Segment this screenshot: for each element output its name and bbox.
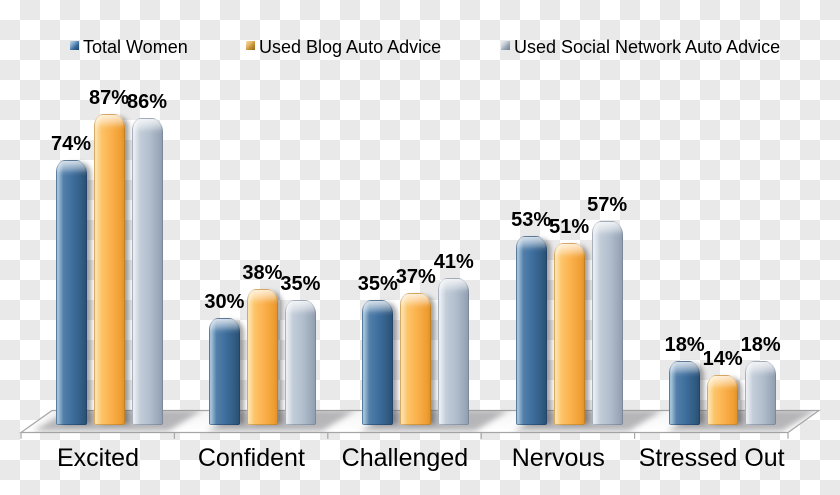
bar-confident-used-social-network-auto-advice: [284, 300, 316, 425]
bar-confident-used-blog-auto-advice: [246, 289, 278, 425]
data-label-challenged-used-blog-auto-advice: 37%: [395, 266, 436, 288]
legend-marker-blog-auto-advice-icon: [246, 41, 255, 50]
data-label-excited-total-women: 74%: [50, 133, 92, 155]
legend-item-blog-auto-advice: Used Blog Auto Advice: [246, 37, 442, 58]
bar-nervous-used-blog-auto-advice: [553, 243, 585, 425]
data-label-excited-used-blog-auto-advice: 87%: [88, 87, 130, 109]
bar-excited-total-women: [55, 160, 87, 425]
legend-label-total-women: Total Women: [83, 37, 188, 57]
legend-label-social-network-auto-advice: Used Social Network Auto Advice: [514, 37, 781, 57]
data-label-nervous-used-social-network-auto-advice: 57%: [587, 194, 628, 216]
category-label-stressed-out: Stressed Out: [638, 444, 785, 472]
legend-marker-social-network-auto-advice-icon: [501, 41, 510, 50]
bar-stressed-out-used-social-network-auto-advice: [745, 361, 777, 425]
data-label-nervous-used-blog-auto-advice: 51%: [549, 216, 590, 238]
data-label-stressed-out-used-blog-auto-advice: 14%: [702, 348, 743, 370]
data-label-challenged-total-women: 35%: [357, 273, 398, 295]
legend-item-social-network-auto-advice: Used Social Network Auto Advice: [501, 37, 781, 58]
data-label-confident-used-blog-auto-advice: 38%: [242, 262, 283, 284]
legend-item-total-women: Total Women: [70, 37, 188, 58]
data-label-confident-used-social-network-auto-advice: 35%: [280, 273, 321, 295]
bar-confident-total-women: [208, 318, 240, 425]
bar-nervous-total-women: [515, 236, 547, 425]
bar-challenged-used-social-network-auto-advice: [438, 278, 470, 425]
legend-marker-total-women-icon: [70, 41, 79, 50]
category-label-excited: Excited: [57, 444, 139, 472]
bar-nervous-used-social-network-auto-advice: [591, 221, 623, 425]
category-axis-ticks: [20, 432, 789, 439]
bar-stressed-out-total-women: [669, 361, 701, 425]
category-label-nervous: Nervous: [511, 444, 605, 472]
data-label-challenged-used-social-network-auto-advice: 41%: [433, 251, 474, 273]
data-label-confident-total-women: 30%: [204, 291, 245, 313]
bar-challenged-used-blog-auto-advice: [400, 293, 432, 425]
category-label-challenged: Challenged: [341, 444, 469, 472]
data-label-nervous-total-women: 53%: [511, 209, 552, 231]
bar-excited-used-social-network-auto-advice: [131, 118, 163, 425]
data-label-excited-used-social-network-auto-advice: 86%: [126, 91, 168, 113]
bar-excited-used-blog-auto-advice: [93, 114, 125, 425]
category-label-confident: Confident: [197, 444, 305, 472]
legend-label-blog-auto-advice: Used Blog Auto Advice: [259, 37, 442, 57]
data-label-stressed-out-used-social-network-auto-advice: 18%: [740, 334, 781, 356]
bar-challenged-total-women: [362, 300, 394, 425]
data-label-stressed-out-total-women: 18%: [664, 334, 705, 356]
bar-stressed-out-used-blog-auto-advice: [707, 375, 739, 425]
